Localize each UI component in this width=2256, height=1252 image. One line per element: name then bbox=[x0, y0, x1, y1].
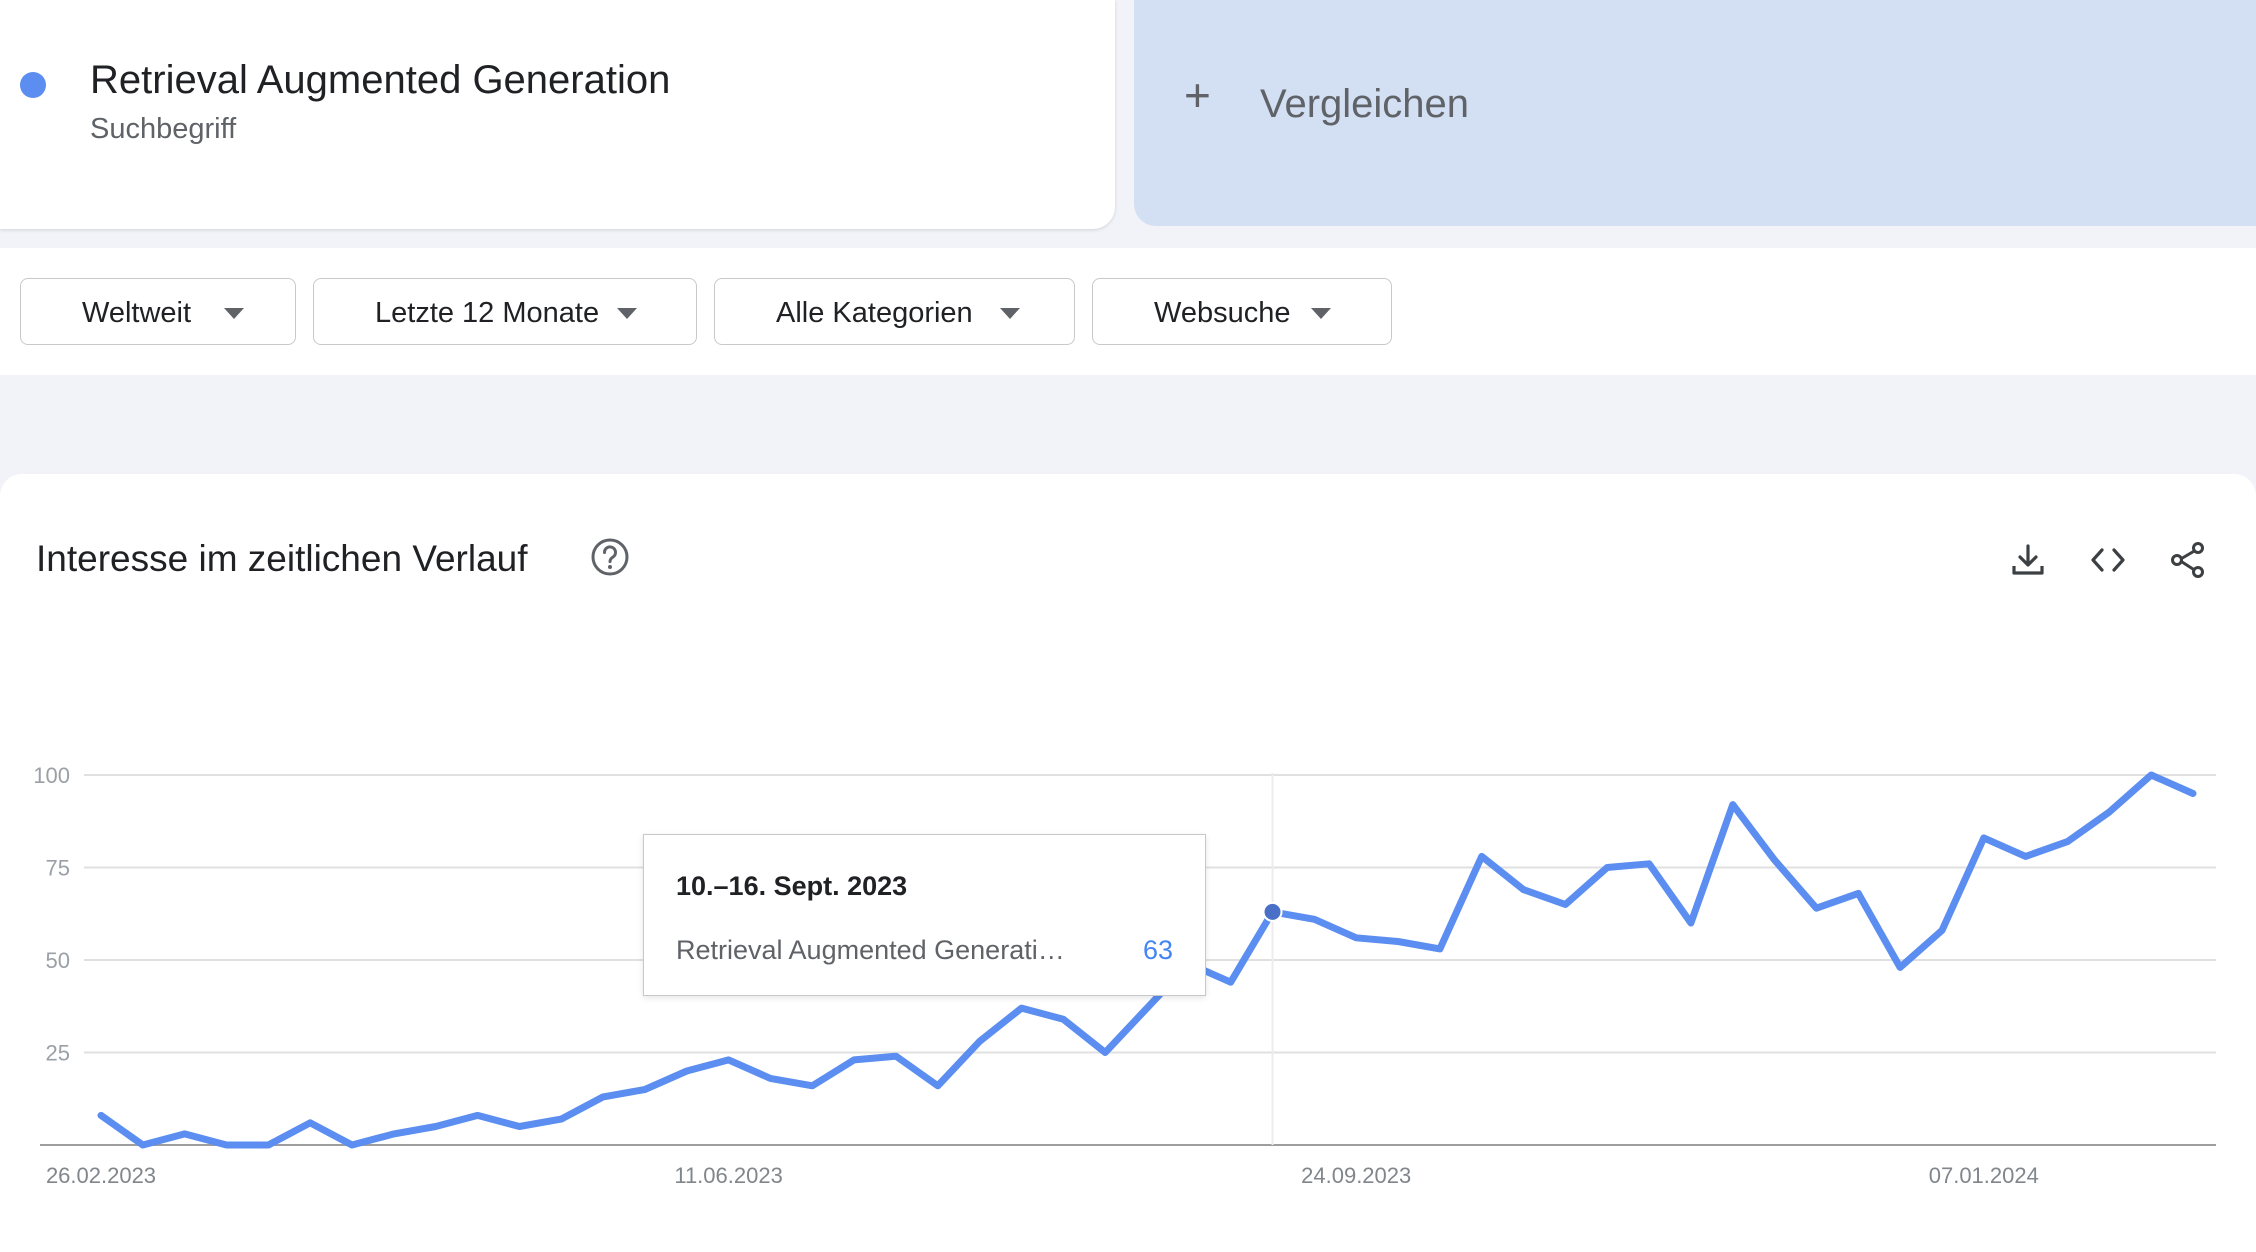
compare-label: Vergleichen bbox=[1260, 82, 1470, 126]
y-tick-label: 25 bbox=[46, 1041, 70, 1066]
x-tick-label: 26.02.2023 bbox=[46, 1163, 156, 1188]
y-tick-label: 75 bbox=[46, 856, 70, 881]
search-term-card: Retrieval Augmented Generation Suchbegri… bbox=[0, 0, 1115, 229]
y-tick-label: 100 bbox=[33, 763, 70, 788]
compare-button[interactable]: + Vergleichen bbox=[1134, 0, 2256, 226]
plus-icon: + bbox=[1184, 69, 1211, 121]
caret-down-icon bbox=[224, 308, 244, 319]
filter-category-label: Alle Kategorien bbox=[776, 297, 973, 329]
chart-tooltip: 10.–16. Sept. 2023 Retrieval Augmented G… bbox=[643, 834, 1206, 996]
x-tick-label: 07.01.2024 bbox=[1929, 1163, 2039, 1188]
search-term-title[interactable]: Retrieval Augmented Generation bbox=[90, 58, 671, 102]
filter-timerange-dropdown[interactable]: Letzte 12 Monate bbox=[313, 278, 697, 345]
caret-down-icon bbox=[1000, 308, 1020, 319]
tooltip-date: 10.–16. Sept. 2023 bbox=[676, 871, 908, 901]
caret-down-icon bbox=[617, 308, 637, 319]
x-tick-label: 11.06.2023 bbox=[674, 1163, 782, 1188]
tooltip-term: Retrieval Augmented Generati… bbox=[676, 935, 1065, 965]
chart-section-title: Interesse im zeitlichen Verlauf bbox=[36, 538, 528, 579]
filter-searchtype-label: Websuche bbox=[1154, 297, 1291, 329]
y-tick-label: 50 bbox=[46, 948, 70, 973]
search-term-type: Suchbegriff bbox=[90, 113, 237, 145]
embed-code-icon[interactable] bbox=[2088, 540, 2128, 580]
filter-searchtype-dropdown[interactable]: Websuche bbox=[1092, 278, 1392, 345]
series-line bbox=[97, 771, 2197, 1149]
tooltip-value: 63 bbox=[1142, 935, 1173, 965]
download-icon[interactable] bbox=[2008, 540, 2048, 580]
x-tick-label: 24.09.2023 bbox=[1301, 1163, 1411, 1188]
share-icon[interactable] bbox=[2168, 540, 2208, 580]
term-color-dot bbox=[20, 72, 46, 98]
filter-timerange-label: Letzte 12 Monate bbox=[375, 297, 600, 329]
help-circle-icon[interactable] bbox=[590, 537, 630, 577]
filter-region-label: Weltweit bbox=[82, 297, 192, 329]
filter-region-dropdown[interactable]: Weltweit bbox=[20, 278, 296, 345]
filter-category-dropdown[interactable]: Alle Kategorien bbox=[714, 278, 1075, 345]
highlight-point bbox=[1262, 901, 1283, 922]
caret-down-icon bbox=[1311, 308, 1331, 319]
